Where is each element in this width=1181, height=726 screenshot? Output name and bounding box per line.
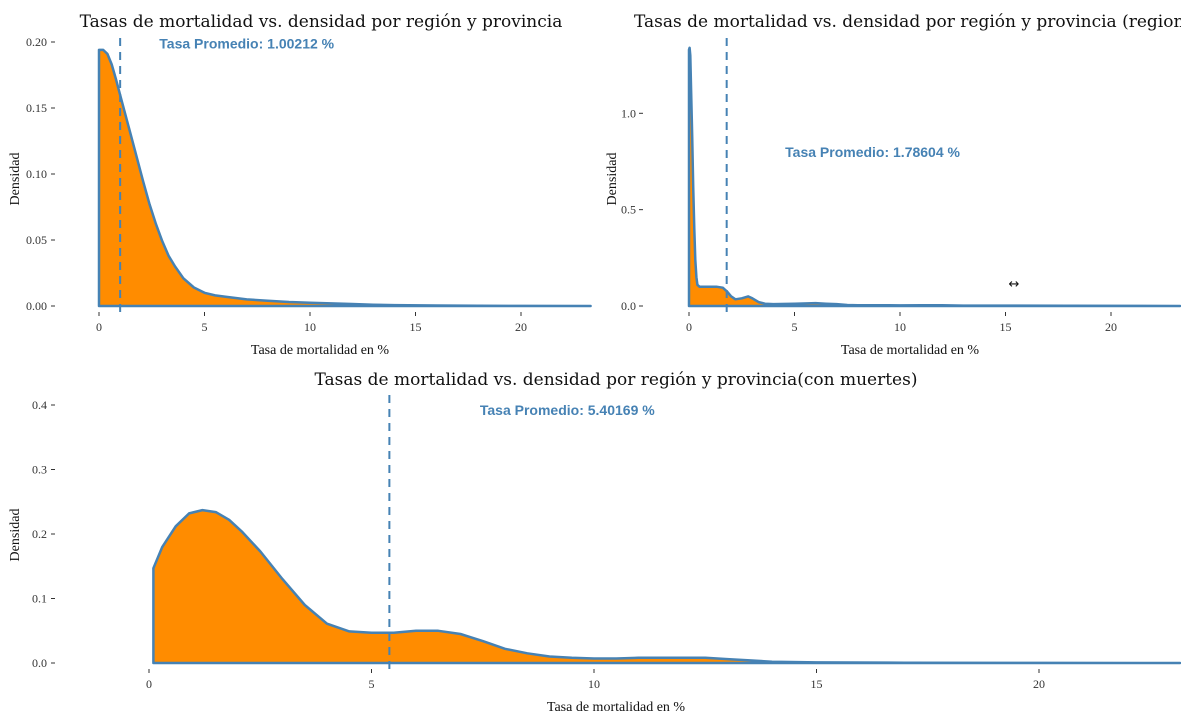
y-tick-label: 0.4 bbox=[32, 398, 47, 412]
x-tick-label: 15 bbox=[1000, 320, 1012, 334]
y-axis-label: Densidad bbox=[8, 509, 23, 562]
x-tick-label: 10 bbox=[304, 320, 316, 334]
chart-title: Tasas de mortalidad vs. densidad por reg… bbox=[634, 12, 1181, 32]
x-tick-label: 15 bbox=[410, 320, 422, 334]
x-tick-label: 0 bbox=[146, 677, 152, 691]
y-tick-label: 0.0 bbox=[621, 299, 636, 313]
x-tick-label: 20 bbox=[515, 320, 527, 334]
y-tick-label: 0.15 bbox=[26, 101, 47, 115]
x-tick-label: 15 bbox=[811, 677, 823, 691]
x-tick-label: 20 bbox=[1105, 320, 1117, 334]
y-tick-label: 0.20 bbox=[26, 35, 47, 49]
mean-annotation: Tasa Promedio: 1.00212 % bbox=[159, 35, 334, 51]
chart-title: Tasas de mortalidad vs. densidad por reg… bbox=[315, 370, 918, 390]
x-tick-label: 5 bbox=[792, 320, 798, 334]
density-area bbox=[687, 46, 1181, 308]
mean-annotation: Tasa Promedio: 1.78604 % bbox=[785, 144, 960, 160]
panel-top-right: Tasas de mortalidad vs. densidad por reg… bbox=[605, 12, 1181, 358]
panel-top-left: Tasas de mortalidad vs. densidad por reg… bbox=[8, 12, 592, 358]
y-tick-label: 0.2 bbox=[32, 527, 47, 541]
density-area bbox=[152, 508, 1181, 665]
x-tick-label: 5 bbox=[369, 677, 375, 691]
x-tick-label: 20 bbox=[1033, 677, 1045, 691]
y-tick-label: 1.0 bbox=[621, 106, 636, 120]
x-axis-label: Tasa de mortalidad en % bbox=[251, 343, 390, 358]
plot-area: 0.0 0.1 0.2 0.3 0.4 0 5 10 15 20 Tasa Promedio: 5.… bbox=[32, 395, 1181, 691]
plot-area: 0.00 0.05 0.10 0.15 0.20 0 5 10 15 20 Tasa Promedi… bbox=[26, 35, 592, 334]
y-tick-label: 0.0 bbox=[32, 656, 47, 670]
x-tick-label: 0 bbox=[96, 320, 102, 334]
x-axis-label: Tasa de mortalidad en % bbox=[841, 343, 980, 358]
mean-annotation: Tasa Promedio: 5.40169 % bbox=[480, 402, 655, 418]
y-tick-label: 0.5 bbox=[621, 203, 636, 217]
y-axis-label: Densidad bbox=[8, 153, 23, 206]
x-tick-label: 0 bbox=[686, 320, 692, 334]
y-tick-label: 0.00 bbox=[26, 299, 47, 313]
y-tick-label: 0.05 bbox=[26, 233, 47, 247]
x-axis-label: Tasa de mortalidad en % bbox=[547, 700, 686, 715]
density-area bbox=[97, 48, 592, 308]
plot-area: 0.0 0.5 1.0 0 5 10 15 20 Tasa Promedio: 1.78604 … bbox=[621, 38, 1181, 334]
y-tick-label: 0.3 bbox=[32, 463, 47, 477]
y-tick-label: 0.1 bbox=[32, 592, 47, 606]
y-tick-label: 0.10 bbox=[26, 167, 47, 181]
x-tick-label: 5 bbox=[202, 320, 208, 334]
y-axis-label: Densidad bbox=[605, 153, 620, 206]
x-tick-label: 10 bbox=[894, 320, 906, 334]
chart-title: Tasas de mortalidad vs. densidad por reg… bbox=[80, 12, 563, 32]
panel-bottom: Tasas de mortalidad vs. densidad por reg… bbox=[8, 370, 1181, 715]
x-tick-label: 10 bbox=[588, 677, 600, 691]
resize-cursor-icon: ↔ bbox=[1009, 277, 1020, 292]
